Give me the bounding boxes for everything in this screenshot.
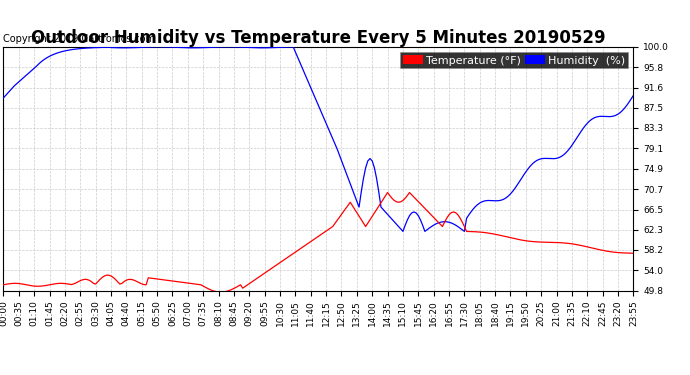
Text: Copyright 2019 Cartronics.com: Copyright 2019 Cartronics.com bbox=[3, 34, 155, 45]
Title: Outdoor Humidity vs Temperature Every 5 Minutes 20190529: Outdoor Humidity vs Temperature Every 5 … bbox=[31, 29, 606, 47]
Legend: Temperature (°F), Humidity  (%): Temperature (°F), Humidity (%) bbox=[400, 53, 628, 68]
